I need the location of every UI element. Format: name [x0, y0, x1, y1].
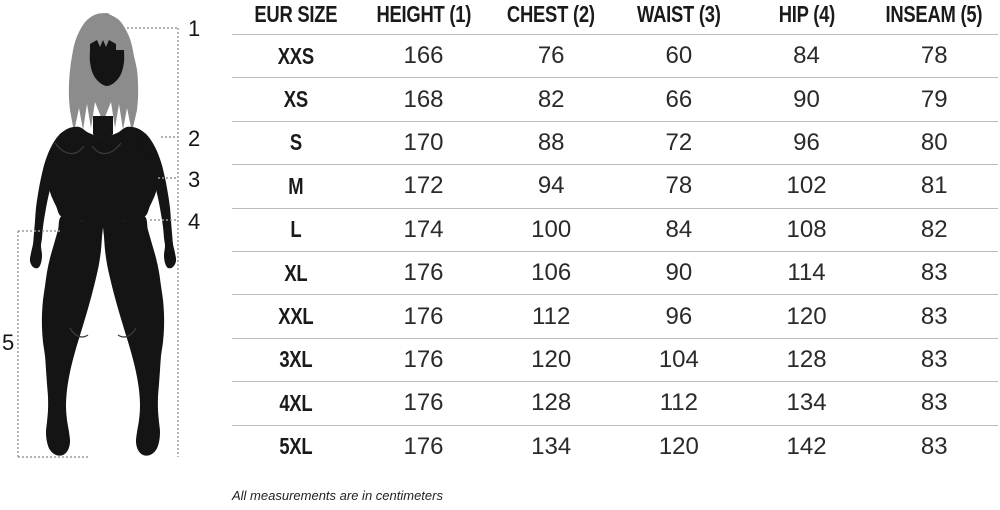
svg-text:2: 2 — [188, 126, 200, 151]
svg-text:4: 4 — [188, 209, 200, 234]
svg-text:3: 3 — [188, 167, 200, 192]
svg-text:5: 5 — [2, 330, 14, 355]
svg-text:1: 1 — [188, 16, 200, 41]
